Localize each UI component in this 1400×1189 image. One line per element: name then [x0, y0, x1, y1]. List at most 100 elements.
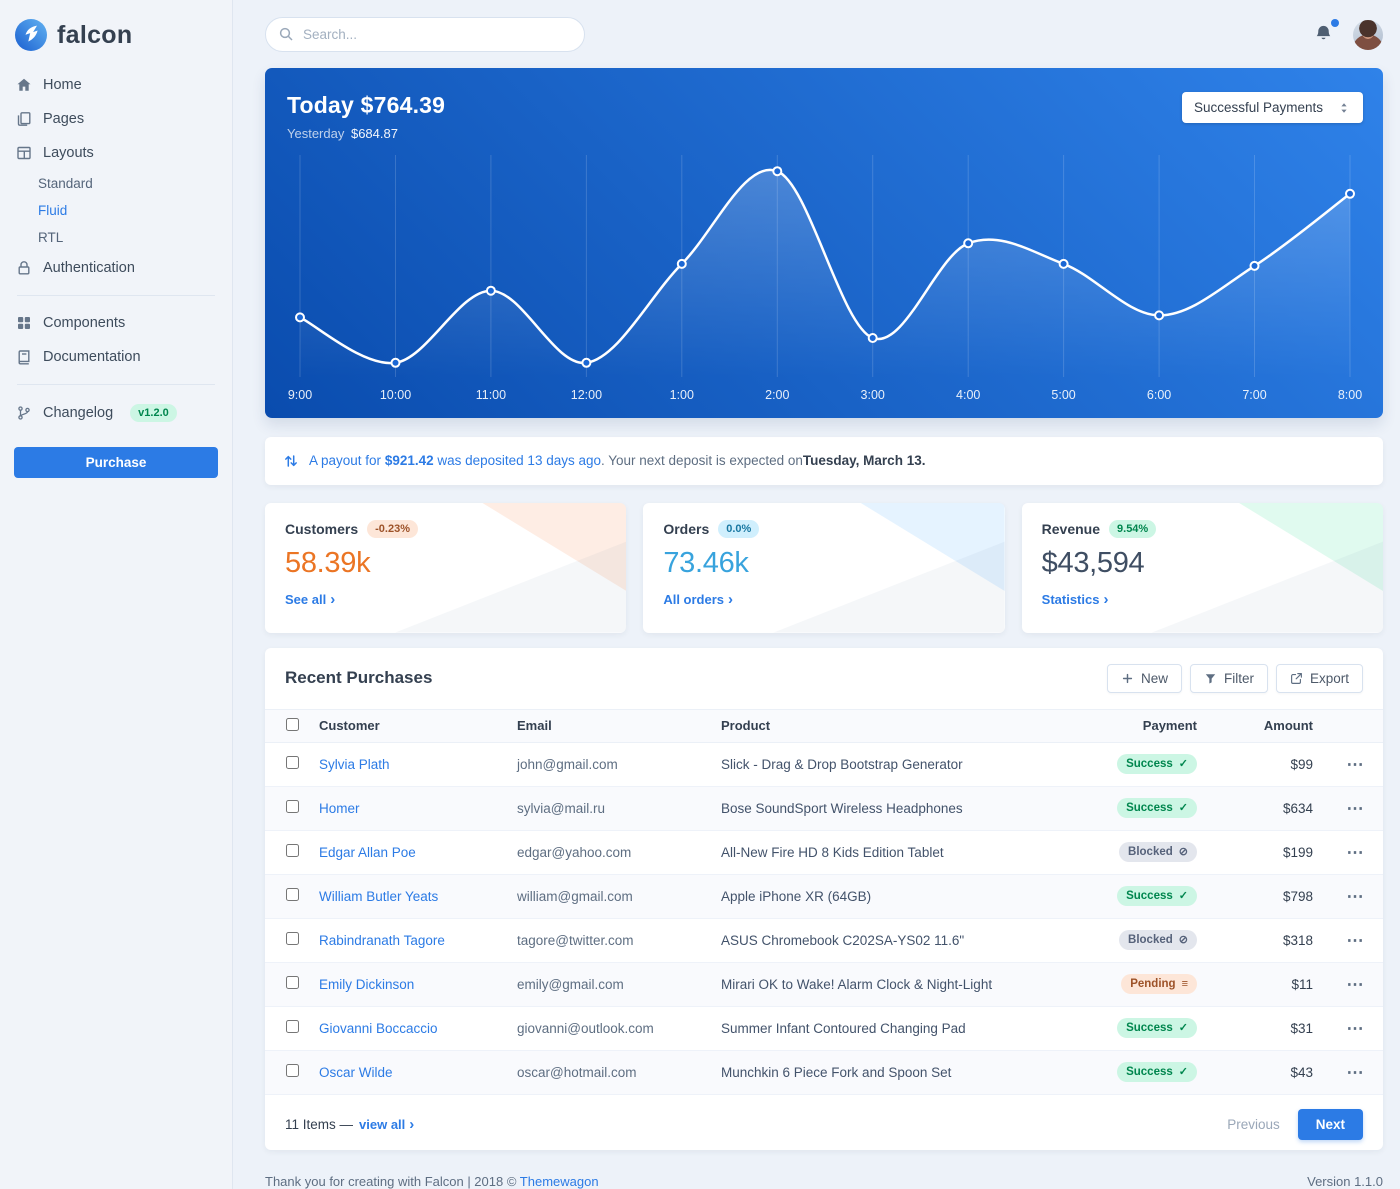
customer-email: william@gmail.com — [507, 874, 711, 919]
row-checkbox[interactable] — [286, 844, 299, 858]
row-checkbox[interactable] — [286, 888, 299, 902]
export-icon — [1290, 672, 1303, 685]
payout-banner: A payout for $921.42 was deposited 13 da… — [265, 437, 1383, 485]
sidebar-nav: Home Pages Layouts Standard Fluid RTL Au… — [0, 68, 232, 431]
payments-subtitle: Yesterday $684.87 — [287, 126, 445, 141]
row-actions-button[interactable]: ⋯ — [1341, 886, 1370, 907]
next-button[interactable]: Next — [1297, 1108, 1363, 1140]
sidebar-subitem-rtl[interactable]: RTL — [38, 230, 64, 245]
chart-x-labels: 9:00 10:00 11:00 12:00 1:00 2:00 3:00 4:00 5:00 6… — [288, 388, 1362, 402]
previous-button[interactable]: Previous — [1227, 1116, 1280, 1132]
see-all-link[interactable]: See all › — [285, 590, 336, 608]
search-icon — [278, 26, 294, 42]
all-orders-link[interactable]: All orders › — [663, 590, 734, 608]
select-all-checkbox[interactable] — [286, 717, 299, 731]
sidebar-item-pages[interactable]: Pages — [0, 102, 232, 136]
yesterday-value: $684.87 — [350, 126, 398, 141]
column-header-email: Email — [507, 708, 711, 743]
customer-link[interactable]: Emily Dickinson — [319, 976, 415, 992]
customer-link[interactable]: Oscar Wilde — [319, 1064, 393, 1080]
search-box — [265, 17, 585, 52]
row-actions-button[interactable]: ⋯ — [1341, 798, 1370, 819]
logo-text: falcon — [57, 20, 133, 49]
row-actions-button[interactable]: ⋯ — [1341, 1062, 1370, 1083]
row-actions-button[interactable]: ⋯ — [1341, 930, 1370, 951]
today-label: Today — [287, 92, 355, 118]
ellipsis-icon: ⋯ — [1346, 798, 1364, 818]
export-button[interactable]: Export — [1275, 663, 1363, 693]
sidebar-item-label: Authentication — [43, 260, 135, 276]
stat-badge: 9.54% — [1109, 519, 1157, 538]
payout-text: was deposited 13 days ago — [433, 453, 601, 469]
svg-text:4:00: 4:00 — [956, 388, 980, 402]
components-icon — [16, 315, 32, 331]
ban-icon: ⊘ — [1178, 845, 1188, 858]
payout-link[interactable]: A payout for $921.42 was deposited 13 da… — [309, 453, 601, 468]
themewagon-link[interactable]: Themewagon — [519, 1174, 599, 1189]
customer-link[interactable]: Edgar Allan Poe — [319, 844, 416, 860]
row-checkbox[interactable] — [286, 932, 299, 946]
row-actions-button[interactable]: ⋯ — [1341, 974, 1370, 995]
row-checkbox[interactable] — [286, 756, 299, 770]
product-name: ASUS Chromebook C202SA-YS02 11.6" — [711, 918, 1073, 963]
product-name: Slick - Drag & Drop Bootstrap Generator — [711, 742, 1073, 787]
ellipsis-icon: ⋯ — [1346, 974, 1364, 994]
notifications-button[interactable] — [1310, 18, 1339, 50]
row-checkbox[interactable] — [286, 1064, 299, 1078]
purchase-button[interactable]: Purchase — [14, 447, 218, 478]
statistics-link[interactable]: Statistics › — [1041, 590, 1109, 608]
dropdown-selected-value: Successful Payments — [1193, 100, 1323, 115]
items-count: 11 Items — — [285, 1116, 354, 1132]
layouts-icon — [16, 145, 32, 161]
sidebar-item-label: Home — [43, 77, 82, 93]
user-avatar[interactable] — [1353, 19, 1383, 50]
row-actions-button[interactable]: ⋯ — [1341, 842, 1370, 863]
sidebar-item-changelog[interactable]: Changelog v1.2.0 — [0, 395, 232, 431]
sidebar-subitem-standard[interactable]: Standard — [38, 176, 93, 191]
chevron-right-icon: › — [1103, 590, 1109, 608]
row-checkbox[interactable] — [286, 1020, 299, 1034]
sidebar-item-documentation[interactable]: Documentation — [0, 340, 232, 374]
row-actions-button[interactable]: ⋯ — [1341, 1018, 1370, 1039]
search-input[interactable] — [265, 17, 585, 52]
sidebar-item-home[interactable]: Home — [0, 68, 232, 102]
sidebar-item-authentication[interactable]: Authentication — [0, 251, 232, 285]
chevron-right-icon: › — [330, 590, 336, 608]
sidebar-item-label: Pages — [43, 111, 85, 127]
amount: $318 — [1223, 918, 1327, 963]
payments-filter-dropdown[interactable]: Successful Payments — [1181, 92, 1363, 123]
row-actions-button[interactable]: ⋯ — [1341, 754, 1370, 775]
customer-link[interactable]: Homer — [319, 800, 360, 816]
product-name: Mirari OK to Wake! Alarm Clock & Night-L… — [711, 962, 1073, 1007]
revenue-card: Revenue 9.54% $43,594 Statistics › — [1021, 502, 1383, 633]
payout-text: A payout for — [309, 453, 385, 469]
sidebar-item-label: Components — [43, 315, 126, 331]
sidebar-subitem-fluid[interactable]: Fluid — [38, 203, 68, 218]
amount: $31 — [1223, 1006, 1327, 1051]
svg-text:7:00: 7:00 — [1242, 388, 1266, 402]
svg-text:8:00: 8:00 — [1338, 388, 1362, 402]
customer-link[interactable]: Rabindranath Tagore — [319, 932, 445, 948]
payment-status-badge: Pending ≡ — [1121, 974, 1197, 995]
row-checkbox[interactable] — [286, 800, 299, 814]
product-name: Apple iPhone XR (64GB) — [711, 874, 1073, 919]
new-button[interactable]: New — [1106, 663, 1182, 693]
home-icon — [16, 77, 32, 93]
filter-icon — [1204, 672, 1217, 685]
customer-email: giovanni@outlook.com — [507, 1006, 711, 1051]
table-row: Emily Dickinson emily@gmail.com Mirari O… — [265, 962, 1383, 1007]
payments-chart-area: 9:00 10:00 11:00 12:00 1:00 2:00 3:00 4:00 5:00 6… — [265, 155, 1383, 416]
falcon-logo[interactable]: falcon — [0, 14, 232, 68]
customer-link[interactable]: Giovanni Boccaccio — [319, 1020, 438, 1036]
row-checkbox[interactable] — [286, 976, 299, 990]
customer-link[interactable]: William Butler Yeats — [319, 888, 439, 904]
table-row: Edgar Allan Poe edgar@yahoo.com All-New … — [265, 830, 1383, 875]
svg-text:12:00: 12:00 — [571, 388, 602, 402]
sidebar-item-components[interactable]: Components — [0, 306, 232, 340]
customer-email: emily@gmail.com — [507, 962, 711, 1007]
payment-status-badge: Success ✓ — [1117, 798, 1197, 819]
filter-button[interactable]: Filter — [1189, 663, 1268, 693]
customer-link[interactable]: Sylvia Plath — [319, 756, 390, 772]
view-all-link[interactable]: view all › — [359, 1115, 415, 1133]
sidebar-item-layouts[interactable]: Layouts — [0, 136, 232, 170]
